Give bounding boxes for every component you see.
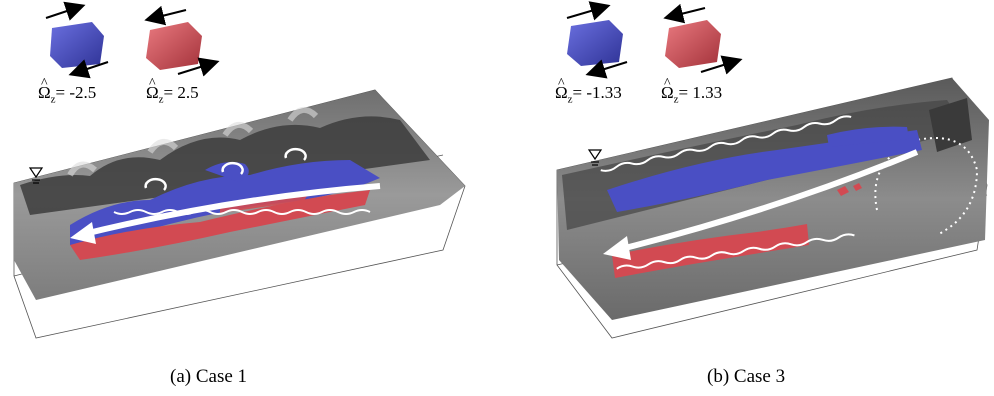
wavy-arrow-upper [600, 115, 852, 172]
panel-case-1: ^ Ωz= -2.5 ^ Ωz= 2.5 (a) Case 1 [13, 1, 466, 387]
swirl-arrows [144, 147, 307, 191]
legend-cube-positive [663, 3, 743, 75]
panel-case-3: ^ Ωz= -1.33 ^ Ωz= 1.33 (b) Case 3 [497, 0, 994, 396]
legend-label-negative: ^ Ωz= -2.5 [38, 76, 97, 106]
negative-vorticity-structures [607, 126, 922, 212]
positive-vorticity-structures [612, 183, 862, 278]
vorticity-render-case-3 [556, 1, 989, 339]
legend-label-positive: ^ Ωz= 1.33 [661, 76, 723, 106]
flow-arrow [616, 149, 919, 253]
caption-case-1: (a) Case 1 [170, 366, 248, 387]
legend-label-positive: ^ Ωz= 2.5 [146, 76, 199, 106]
water-level-marker [587, 149, 603, 166]
legend-cube-negative [566, 1, 628, 79]
legend-cube-negative [45, 1, 109, 79]
legend-cube-positive [144, 5, 220, 77]
flow-arrow [79, 183, 381, 238]
vorticity-render-case-1 [13, 1, 466, 339]
water-level-marker [28, 167, 44, 184]
wavy-arrow [113, 209, 371, 215]
caption-case-3: (b) Case 3 [707, 366, 786, 387]
legend-label-negative: ^ Ωz= -1.33 [555, 76, 622, 106]
wavy-arrow-lower [616, 233, 855, 270]
